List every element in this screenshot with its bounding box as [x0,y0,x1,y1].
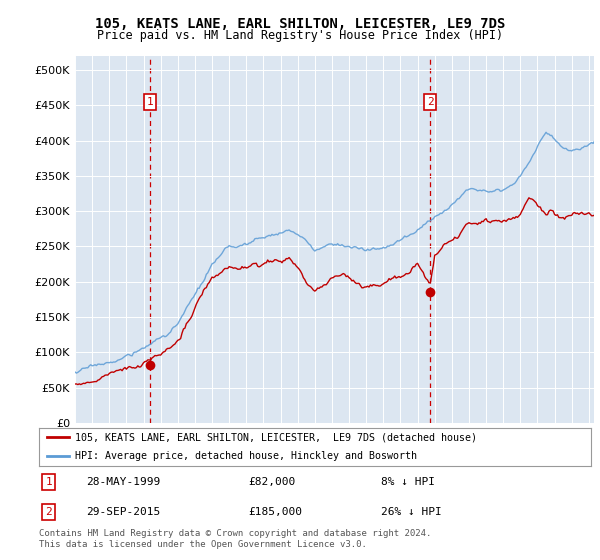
Text: 8% ↓ HPI: 8% ↓ HPI [381,477,435,487]
Text: 1: 1 [46,477,52,487]
Text: Price paid vs. HM Land Registry's House Price Index (HPI): Price paid vs. HM Land Registry's House … [97,29,503,42]
Text: 1: 1 [146,97,154,107]
Text: 29-SEP-2015: 29-SEP-2015 [86,507,160,517]
Text: 105, KEATS LANE, EARL SHILTON, LEICESTER, LE9 7DS: 105, KEATS LANE, EARL SHILTON, LEICESTER… [95,17,505,31]
Text: 2: 2 [427,97,434,107]
Text: £82,000: £82,000 [249,477,296,487]
Text: Contains HM Land Registry data © Crown copyright and database right 2024.
This d: Contains HM Land Registry data © Crown c… [39,529,431,549]
Text: £185,000: £185,000 [249,507,303,517]
Text: 28-MAY-1999: 28-MAY-1999 [86,477,160,487]
Text: 2: 2 [46,507,52,517]
Text: 105, KEATS LANE, EARL SHILTON, LEICESTER,  LE9 7DS (detached house): 105, KEATS LANE, EARL SHILTON, LEICESTER… [75,432,477,442]
Text: 26% ↓ HPI: 26% ↓ HPI [381,507,442,517]
Text: HPI: Average price, detached house, Hinckley and Bosworth: HPI: Average price, detached house, Hinc… [75,451,417,461]
